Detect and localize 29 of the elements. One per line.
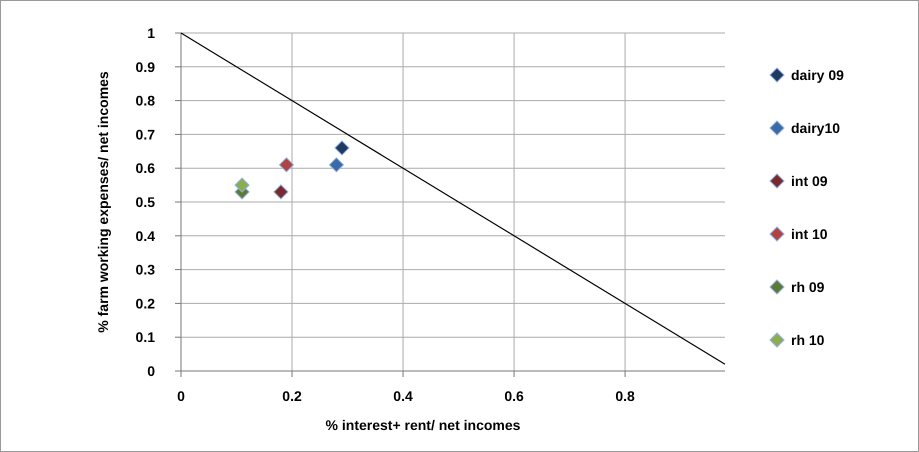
- y-tick-label: 0.8: [136, 92, 156, 109]
- legend-label: int 10: [791, 226, 828, 242]
- y-axis-title: % farm working expenses/ net incomes: [95, 71, 111, 333]
- x-tick-label: 0.6: [504, 388, 524, 404]
- y-tick-label: 0.2: [136, 295, 156, 312]
- y-tick-label: 0.9: [136, 58, 156, 75]
- x-axis-title: % interest+ rent/ net incomes: [326, 417, 521, 433]
- x-tick-label: 0.4: [393, 388, 413, 404]
- y-tick-label: 0.3: [136, 262, 156, 278]
- point: [278, 157, 294, 172]
- legend-label: dairy10: [791, 120, 840, 136]
- x-tick-label: 0.2: [282, 388, 302, 404]
- legend-label: rh 10: [791, 332, 825, 348]
- y-tick-label: 0.1: [136, 329, 156, 346]
- legend-label: int 09: [791, 173, 828, 189]
- x-tick-label: 0.8: [615, 388, 636, 404]
- point: [334, 140, 350, 156]
- legend-label: dairy 09: [791, 67, 844, 83]
- y-tick-label: 0.5: [136, 194, 156, 210]
- y-tick-label: 0.4: [136, 228, 156, 244]
- y-tick-label: 0.6: [136, 160, 156, 176]
- x-tick-label: 0: [177, 388, 186, 404]
- point: [273, 184, 288, 200]
- y-tick-label: 0.7: [136, 126, 156, 142]
- y-tick-label: 0: [147, 363, 156, 379]
- legend-label: rh 09: [791, 279, 825, 295]
- y-tick-label: 1: [147, 25, 156, 41]
- point: [328, 157, 344, 172]
- point: [234, 178, 250, 193]
